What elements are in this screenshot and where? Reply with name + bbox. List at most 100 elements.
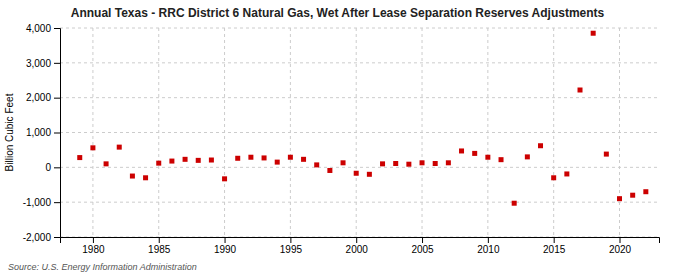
x-tick-mark	[290, 237, 291, 243]
point	[446, 160, 451, 165]
point	[90, 145, 95, 150]
title: Annual Texas - RRC District 6 Natural Ga…	[71, 6, 605, 20]
x-tick-mark	[422, 237, 423, 243]
plot: 1980 1985 1990 1995 2000 2005 2010 2015 2020 -2,0…	[23, 23, 660, 255]
point	[525, 154, 530, 159]
point	[604, 152, 609, 157]
point	[485, 155, 490, 160]
point	[327, 168, 332, 173]
x-tick-mark	[620, 237, 621, 243]
y-tick-mark	[54, 167, 60, 168]
y-tick-label: 4,000	[26, 23, 51, 34]
y-grid-line	[60, 62, 659, 63]
x-tick: 1995	[280, 237, 303, 255]
point	[367, 172, 372, 177]
point	[104, 161, 109, 166]
point	[301, 157, 306, 162]
x-tick: 2005	[411, 237, 434, 255]
y-tick: 1,000	[26, 127, 60, 138]
x-tick-label: 1990	[214, 244, 237, 255]
x-tick-label: 2010	[477, 244, 500, 255]
y-tick: -2,000	[23, 232, 60, 243]
point	[169, 159, 174, 164]
point	[77, 155, 82, 160]
point	[117, 145, 122, 150]
point	[380, 161, 385, 166]
x-tick: 1980	[82, 237, 105, 255]
y-grid-line	[60, 28, 659, 29]
x-tick: 1985	[148, 237, 171, 255]
y-axis-line	[54, 29, 61, 238]
x-tick-mark	[554, 237, 555, 243]
y-tick: 4,000	[26, 23, 60, 34]
x-axis-line	[61, 238, 660, 244]
y-tick: 0	[45, 162, 60, 173]
y-tick-label: -1,000	[23, 197, 52, 208]
point	[512, 201, 517, 206]
y-grid-line	[60, 167, 659, 168]
x-tick-label: 2005	[411, 244, 434, 255]
y-tick-mark	[54, 98, 60, 99]
point	[643, 189, 648, 194]
y-tick-mark	[54, 28, 60, 29]
x-tick-mark	[356, 237, 357, 243]
point	[288, 155, 293, 160]
point	[591, 31, 596, 36]
y-tick: -1,000	[23, 197, 60, 208]
point	[248, 155, 253, 160]
point	[130, 174, 135, 179]
x-tick-mark	[488, 237, 489, 243]
point	[341, 160, 346, 165]
point	[262, 155, 267, 160]
point	[354, 171, 359, 176]
x-tick-label: 2015	[543, 244, 566, 255]
points	[77, 31, 648, 206]
point	[196, 158, 201, 163]
point	[222, 176, 227, 181]
x-tick-mark	[93, 237, 94, 243]
point	[235, 156, 240, 161]
point	[617, 196, 622, 201]
point	[393, 161, 398, 166]
x-tick: 2015	[543, 237, 566, 255]
y-tick-label: 3,000	[26, 58, 51, 69]
source: Source: U.S. Energy Information Administ…	[8, 262, 197, 272]
y-tick-label: 1,000	[26, 127, 51, 138]
point	[578, 88, 583, 93]
x-tick: 2010	[477, 237, 500, 255]
grid	[60, 28, 659, 237]
y-tick-mark	[54, 63, 60, 64]
y-tick: 3,000	[26, 58, 60, 69]
x-tick-label: 2020	[609, 244, 632, 255]
point	[420, 160, 425, 165]
point	[472, 151, 477, 156]
point	[183, 157, 188, 162]
x-tick: 2000	[346, 237, 369, 255]
y-tick-mark	[54, 237, 60, 238]
point	[499, 157, 504, 162]
y-tick-mark	[54, 202, 60, 203]
point	[538, 143, 543, 148]
y-tick: 2,000	[26, 92, 60, 103]
point	[156, 161, 161, 166]
chart: 1980 1985 1990 1995 2000 2005 2010 2015 2020 -2,0…	[0, 0, 675, 275]
y-tick-label: -2,000	[23, 232, 52, 243]
x-tick-label: 2000	[346, 244, 369, 255]
point	[406, 162, 411, 167]
point	[630, 193, 635, 198]
y-tick-label: 2,000	[26, 92, 51, 103]
point	[433, 161, 438, 166]
point	[209, 158, 214, 163]
y-tick-label: 0	[45, 162, 51, 173]
y-grid-line	[60, 132, 659, 133]
x-tick: 2020	[609, 237, 632, 255]
point	[275, 160, 280, 165]
point	[551, 175, 556, 180]
y-grid-line	[60, 97, 659, 98]
point	[314, 162, 319, 167]
x-tick-mark	[225, 237, 226, 243]
point	[564, 171, 569, 176]
y-axis-title: Billion Cubic Feet	[4, 93, 15, 171]
y-axis: -2,000 -1,000 0 1,000 2,000 3,000 4,000	[23, 23, 61, 243]
x-tick-label: 1985	[148, 244, 171, 255]
